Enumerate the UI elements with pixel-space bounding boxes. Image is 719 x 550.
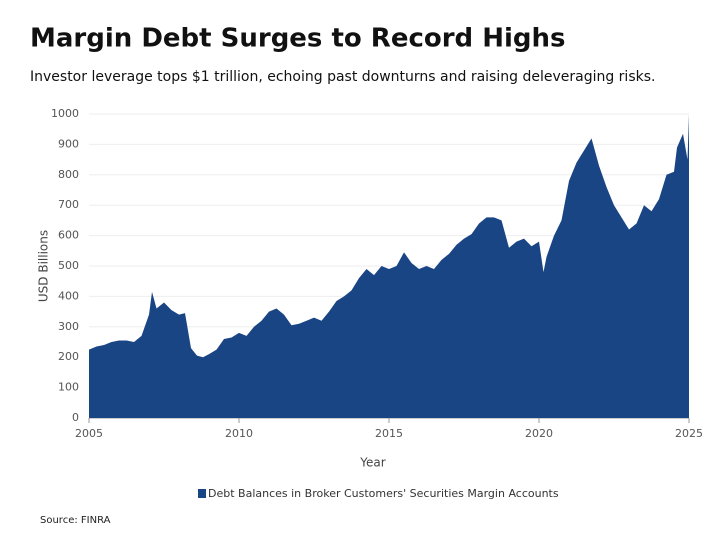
x-tick-label: 2010	[225, 427, 253, 440]
x-axis-label: Year	[359, 456, 385, 470]
x-tick-label: 2005	[75, 427, 103, 440]
y-tick-label: 0	[72, 411, 79, 424]
legend-label: Debt Balances in Broker Customers' Secur…	[208, 487, 559, 500]
chart-subtitle: Investor leverage tops $1 trillion, echo…	[30, 69, 655, 85]
y-tick-label: 500	[58, 259, 79, 272]
chart-title: Margin Debt Surges to Record Highs	[30, 24, 566, 54]
x-tick-label: 2020	[525, 427, 553, 440]
y-tick-label: 800	[58, 168, 79, 181]
y-tick-label: 700	[58, 198, 79, 211]
legend-swatch	[198, 489, 206, 498]
y-tick-label: 400	[58, 289, 79, 302]
y-tick-label: 200	[58, 350, 79, 363]
source: Source: FINRA	[40, 515, 111, 526]
y-axis-label: USD Billions	[37, 230, 51, 302]
y-tick-label: 300	[58, 320, 79, 333]
y-tick-label: 900	[58, 137, 79, 150]
area	[89, 114, 689, 418]
x-tick-label: 2025	[675, 427, 703, 440]
x-tick-label: 2015	[375, 427, 403, 440]
y-tick-label: 600	[58, 229, 79, 242]
y-tick-label: 1000	[51, 107, 79, 120]
y-tick-label: 100	[58, 381, 79, 394]
